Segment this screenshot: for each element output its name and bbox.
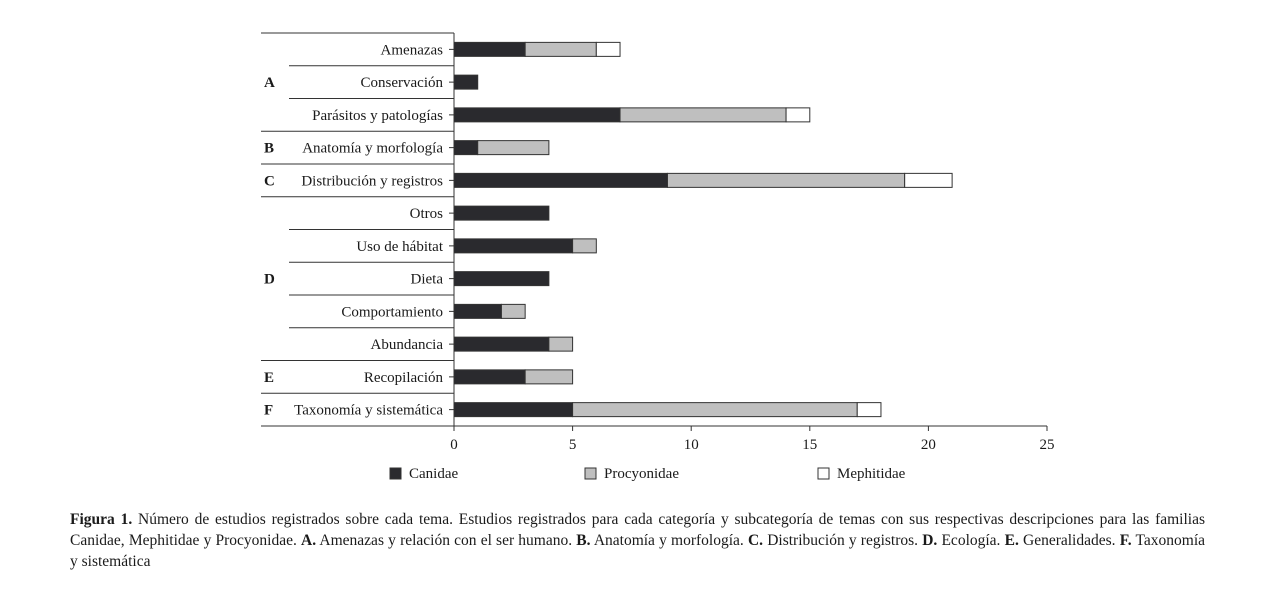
bar-procyonidae-amenazas bbox=[524, 41, 597, 57]
bar-procyonidae-comportamiento bbox=[500, 303, 526, 319]
group-label-f: F bbox=[264, 403, 273, 419]
category-label-amenazas: Amenazas bbox=[381, 42, 444, 58]
figure-caption: Figura 1. Número de estudios registrados… bbox=[70, 509, 1205, 572]
category-label-comportamiento: Comportamiento bbox=[341, 304, 443, 320]
category-label-taxonomia-y-sistematica: Taxonomía y sistemática bbox=[294, 403, 443, 419]
bar-canidae-abundancia bbox=[453, 336, 550, 352]
bar-canidae-comportamiento bbox=[453, 303, 502, 319]
legend-swatch-procyonidae bbox=[584, 467, 597, 480]
x-tick-label: 5 bbox=[569, 437, 577, 453]
legend-swatch-mephitidae bbox=[817, 467, 830, 480]
x-tick-label: 15 bbox=[802, 437, 817, 453]
group-label-b: B bbox=[264, 141, 274, 157]
caption-key-e: E. bbox=[1004, 532, 1019, 549]
category-label-dieta: Dieta bbox=[411, 272, 444, 288]
caption-key-f: F. bbox=[1119, 532, 1132, 549]
stacked-bar-chart: A BC D E F Amenazas Conservación Parásitos y pa… bbox=[261, 32, 1055, 482]
legend-label-procyonidae: Procyonidae bbox=[604, 466, 679, 482]
bar-canidae-anatomia-y-morfologia bbox=[453, 140, 479, 156]
bar-canidae-taxonomia-y-sistematica bbox=[453, 402, 574, 418]
caption-key-b: B. bbox=[576, 532, 591, 549]
bar-procyonidae-uso-de-habitat bbox=[572, 238, 597, 254]
legend-label-mephitidae: Mephitidae bbox=[837, 466, 906, 482]
bar-mephitidae-distribucion-y-registros bbox=[904, 172, 953, 188]
category-label-distribucion-y-registros: Distribución y registros bbox=[301, 173, 443, 189]
bar-mephitidae-taxonomia-y-sistematica bbox=[856, 402, 882, 418]
category-label-parasitos-y-patologias: Parásitos y patologías bbox=[312, 108, 443, 124]
category-label-recopilacion: Recopilación bbox=[364, 370, 444, 386]
caption-key-d: D. bbox=[922, 532, 938, 549]
bar-procyonidae-parasitos-y-patologias bbox=[619, 107, 787, 123]
category-label-abundancia: Abundancia bbox=[371, 337, 444, 353]
category-label-otros: Otros bbox=[410, 206, 443, 222]
bar-procyonidae-taxonomia-y-sistematica bbox=[572, 402, 858, 418]
caption-key-c: C. bbox=[747, 532, 764, 549]
caption-text-e: Generalidades. bbox=[1018, 532, 1120, 549]
category-label-uso-de-habitat: Uso de hábitat bbox=[356, 239, 443, 255]
category-label-anatomia-y-morfologia: Anatomía y morfología bbox=[302, 141, 443, 157]
bar-mephitidae-parasitos-y-patologias bbox=[785, 107, 811, 123]
bar-canidae-conservacion bbox=[453, 74, 479, 90]
group-label-e: E bbox=[264, 370, 274, 386]
x-tick-label: 10 bbox=[684, 437, 699, 453]
bar-procyonidae-recopilacion bbox=[524, 369, 574, 385]
bar-procyonidae-anatomia-y-morfologia bbox=[477, 140, 550, 156]
caption-intro: Número de estudios registrados sobre cad… bbox=[70, 511, 1205, 549]
caption-text-d: Ecología. bbox=[937, 532, 1005, 549]
bar-procyonidae-distribucion-y-registros bbox=[666, 172, 906, 188]
legend-swatch-canidae bbox=[389, 467, 402, 480]
group-label-c: C bbox=[264, 173, 275, 189]
bar-mephitidae-amenazas bbox=[595, 41, 621, 57]
caption-text-b: Anatomía y morfología. bbox=[590, 532, 748, 549]
category-label-conservacion: Conservación bbox=[361, 75, 444, 91]
caption-text-f: Taxonomía y sistemática bbox=[70, 532, 1206, 570]
bar-canidae-recopilacion bbox=[453, 369, 526, 385]
bar-canidae-otros bbox=[453, 205, 550, 221]
bar-canidae-parasitos-y-patologias bbox=[453, 107, 621, 123]
group-label-d: D bbox=[264, 272, 275, 288]
x-tick-label: 25 bbox=[1040, 437, 1055, 453]
x-tick-label: 0 bbox=[450, 437, 458, 453]
caption-key-a: A. bbox=[301, 532, 317, 549]
caption-label: Figura 1. bbox=[70, 511, 133, 528]
bar-procyonidae-abundancia bbox=[548, 336, 574, 352]
bar-canidae-dieta bbox=[453, 271, 550, 287]
caption-text-c: Distribución y registros. bbox=[763, 532, 923, 549]
caption-text-a: Amenazas y relación con el ser humano. bbox=[316, 532, 577, 549]
bar-canidae-uso-de-habitat bbox=[453, 238, 574, 254]
bar-canidae-distribucion-y-registros bbox=[453, 172, 668, 188]
x-tick-label: 20 bbox=[921, 437, 936, 453]
bar-canidae-amenazas bbox=[453, 41, 526, 57]
group-label-a: A bbox=[264, 75, 275, 91]
legend-label-canidae: Canidae bbox=[409, 466, 458, 482]
